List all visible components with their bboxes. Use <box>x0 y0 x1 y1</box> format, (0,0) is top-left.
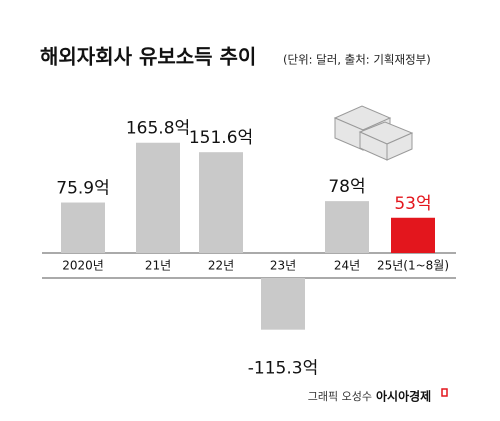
value-label: 151.6억 <box>189 128 253 148</box>
value-label: 75.9억 <box>56 179 110 199</box>
value-label: 78억 <box>328 177 365 197</box>
x-tick-label: 24년 <box>334 259 360 273</box>
credit: 그래픽 오성수 <box>308 390 372 403</box>
bar <box>325 201 369 253</box>
value-label: 165.8억 <box>126 119 190 139</box>
bar <box>136 142 180 253</box>
x-tick-label: 25년(1~8월) <box>377 259 449 273</box>
x-tick-label: 2020년 <box>62 259 104 273</box>
bar <box>261 278 305 330</box>
bar <box>199 152 243 253</box>
bar <box>391 217 435 253</box>
bar <box>61 202 105 253</box>
money-icon <box>333 105 414 161</box>
x-tick-label: 22년 <box>208 259 234 273</box>
value-label: 53억 <box>394 194 431 214</box>
x-tick-label: 23년 <box>270 259 296 273</box>
publisher: 아시아경제 <box>376 389 431 404</box>
publisher-logo <box>441 388 448 397</box>
chart-subtitle: (단위: 달러, 출처: 기획재정부) <box>283 53 431 67</box>
chart-title: 해외자회사 유보소득 추이 <box>40 45 256 69</box>
x-tick-label: 21년 <box>145 259 171 273</box>
value-label: -115.3억 <box>248 359 318 379</box>
